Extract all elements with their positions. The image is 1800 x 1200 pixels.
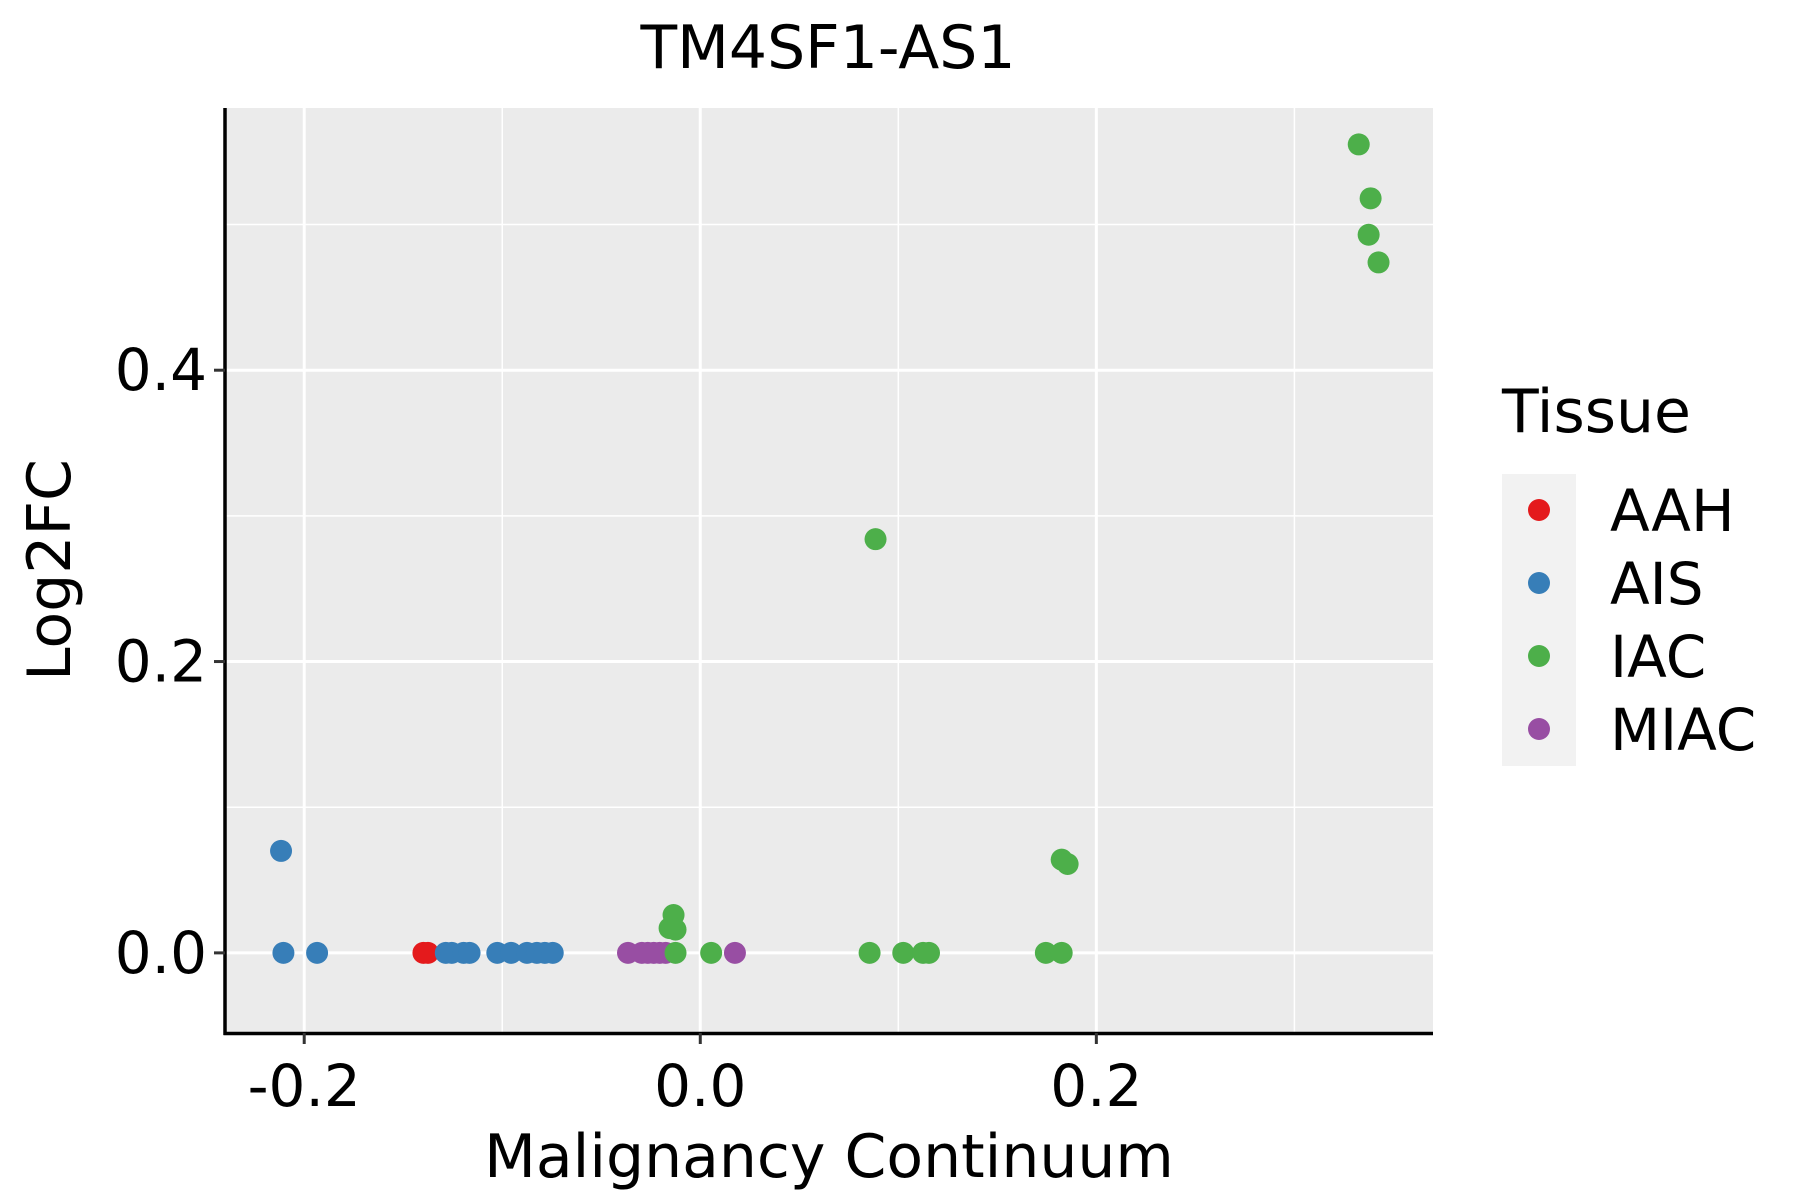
data-point-iac [1347, 133, 1370, 156]
legend-key-background [1502, 474, 1576, 766]
data-point-iac [1357, 223, 1380, 246]
data-point-iac [1367, 251, 1390, 274]
data-point-ais [541, 941, 564, 964]
data-point-miac [723, 941, 746, 964]
data-point-iac [1056, 853, 1079, 876]
data-points [270, 133, 1390, 964]
x-axis-ticks: -0.2 0.0 0.2 [248, 1033, 1142, 1120]
data-point-iac [1034, 941, 1057, 964]
legend-label-miac: MIAC [1610, 696, 1756, 764]
legend-key-iac [1528, 645, 1550, 667]
y-axis-ticks: 0.0 0.2 0.4 [115, 336, 225, 987]
legend-title: Tissue [1501, 377, 1691, 447]
legend-label-iac: IAC [1610, 623, 1706, 691]
y-tick-label: 0.4 [115, 336, 207, 404]
data-point-iac [918, 941, 941, 964]
data-point-ais [458, 941, 481, 964]
y-axis-label: Log2FC [15, 459, 85, 681]
legend-key-miac [1528, 718, 1550, 740]
x-tick-label: 0.2 [1050, 1052, 1142, 1120]
x-tick-label: -0.2 [248, 1052, 361, 1120]
x-tick-label: 0.0 [654, 1052, 746, 1120]
plot-panel [225, 108, 1433, 1033]
data-point-iac [700, 941, 723, 964]
data-point-ais [270, 839, 293, 862]
data-point-iac [892, 941, 915, 964]
minor-gridlines [225, 108, 1433, 1033]
legend-key-ais [1528, 572, 1550, 594]
data-point-ais [500, 941, 523, 964]
data-point-iac [1359, 187, 1382, 210]
data-point-aah [416, 941, 439, 964]
legend-key-aah [1528, 499, 1550, 521]
major-gridlines [225, 108, 1433, 1033]
data-point-ais [272, 941, 295, 964]
chart-title: TM4SF1-AS1 [640, 13, 1016, 83]
legend-label-ais: AIS [1610, 550, 1704, 618]
y-tick-label: 0.2 [115, 628, 207, 696]
data-point-iac [1050, 941, 1073, 964]
data-point-iac [664, 941, 687, 964]
legend-label-aah: AAH [1610, 477, 1735, 545]
data-point-iac [858, 941, 881, 964]
data-point-ais [306, 941, 329, 964]
x-axis-label: Malignancy Continuum [484, 1122, 1174, 1192]
data-point-iac [864, 528, 887, 551]
data-point-iac [664, 918, 687, 941]
y-tick-label: 0.0 [115, 919, 207, 987]
